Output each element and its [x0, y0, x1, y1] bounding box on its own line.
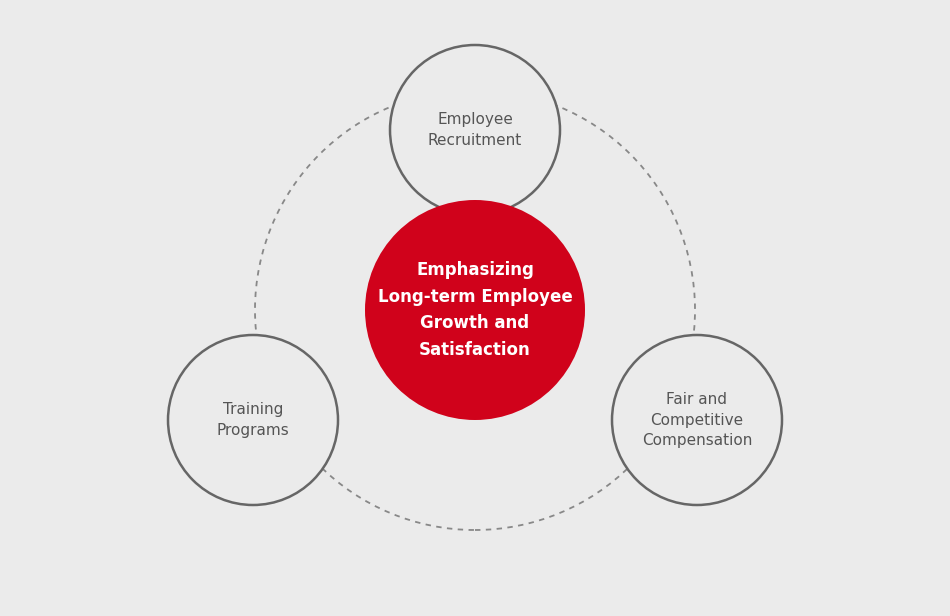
- Circle shape: [168, 335, 338, 505]
- Circle shape: [612, 335, 782, 505]
- Text: Fair and
Competitive
Compensation: Fair and Competitive Compensation: [642, 392, 752, 448]
- Circle shape: [365, 200, 585, 420]
- Text: Employee
Recruitment: Employee Recruitment: [428, 112, 522, 148]
- Text: Training
Programs: Training Programs: [217, 402, 290, 438]
- Circle shape: [390, 45, 560, 215]
- Text: Emphasizing
Long-term Employee
Growth and
Satisfaction: Emphasizing Long-term Employee Growth an…: [377, 261, 572, 359]
